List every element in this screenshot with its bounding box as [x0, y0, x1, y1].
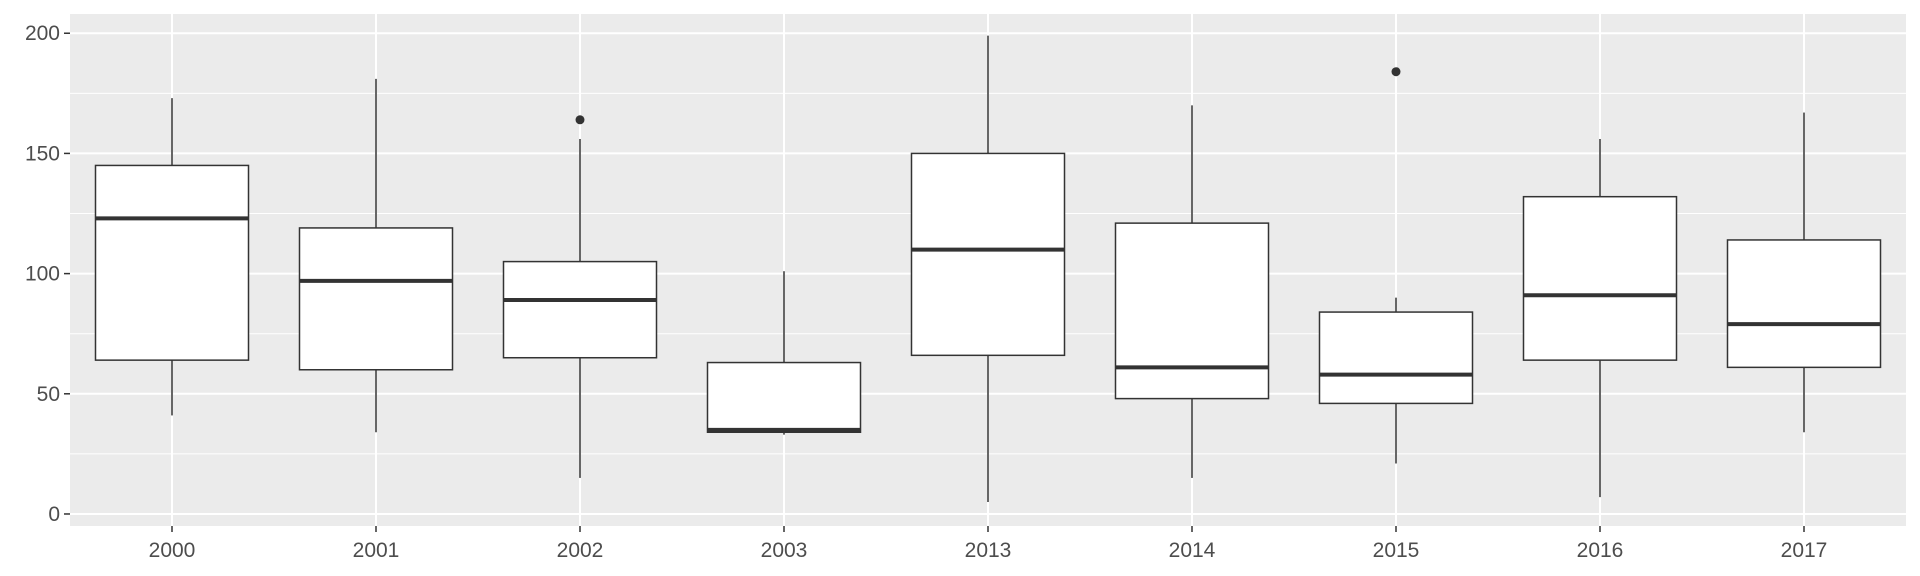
outlier-point	[575, 115, 585, 125]
x-tick-label: 2015	[1373, 539, 1420, 562]
outlier-point	[1391, 67, 1401, 77]
y-tick-label: 0	[48, 503, 60, 526]
box-iqr	[1522, 195, 1678, 361]
y-tick-label: 100	[25, 263, 60, 286]
box-iqr	[706, 361, 862, 434]
box-iqr	[1318, 311, 1474, 405]
box-iqr	[910, 152, 1066, 357]
x-tick-label: 2014	[1169, 539, 1216, 562]
x-tick-label: 2003	[761, 539, 808, 562]
x-tick-label: 2000	[149, 539, 196, 562]
x-tick-label: 2017	[1781, 539, 1828, 562]
y-tick-label: 50	[37, 383, 60, 406]
y-tick-label: 150	[25, 142, 60, 165]
y-tick-label: 200	[25, 22, 60, 45]
box-iqr	[1726, 239, 1882, 369]
x-tick-label: 2016	[1577, 539, 1624, 562]
x-tick-label: 2002	[557, 539, 604, 562]
x-tick-label: 2013	[965, 539, 1012, 562]
box-iqr	[502, 260, 658, 359]
box-iqr	[1114, 222, 1270, 400]
box-iqr	[298, 227, 454, 371]
box-iqr	[94, 164, 250, 361]
x-tick-label: 2001	[353, 539, 400, 562]
